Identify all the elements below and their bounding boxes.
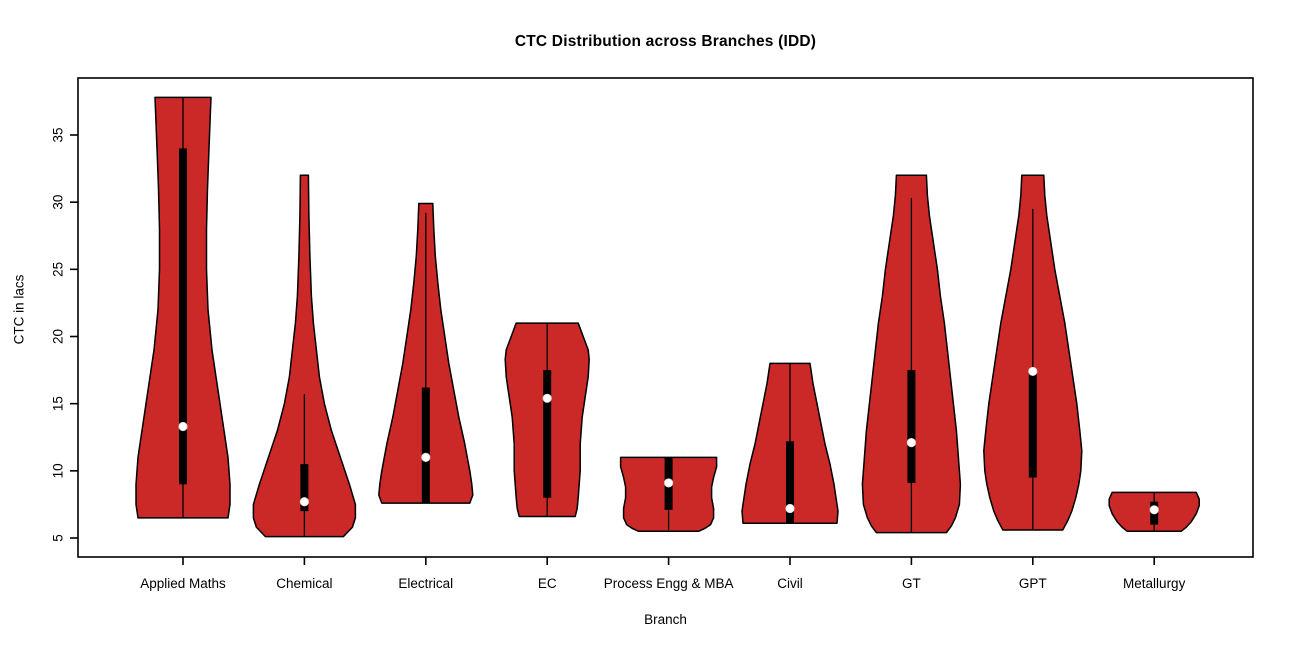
iqr-box-gpt: [1028, 371, 1037, 478]
median-dot-gt: [906, 438, 917, 448]
y-tick-label-15: 15: [51, 396, 66, 411]
median-dot-ec: [542, 393, 552, 403]
iqr-box-ec: [543, 370, 552, 498]
x-tick-label-electrical: Electrical: [398, 576, 453, 591]
y-tick-label-35: 35: [51, 127, 66, 142]
plot-area-border: [77, 77, 1254, 558]
median-dot-process-engg-mba: [663, 478, 674, 488]
median-dot-electrical: [421, 452, 431, 463]
y-axis-title: CTC in lacs: [11, 274, 27, 345]
median-dot-metallurgy: [1149, 505, 1159, 515]
chart-title: CTC Distribution across Branches (IDD): [514, 33, 817, 50]
iqr-box-gt: [907, 370, 916, 483]
x-tick-label-chemical: Chemical: [276, 576, 332, 591]
x-tick-label-ec: EC: [538, 576, 557, 591]
y-tick-label-30: 30: [51, 195, 66, 210]
violin-shape-chemical: [252, 174, 357, 538]
median-dot-applied-maths: [178, 421, 188, 432]
x-tick-label-process-engg-mba: Process Engg & MBA: [604, 576, 734, 591]
iqr-box-chemical: [300, 464, 309, 512]
x-tick-label-applied-maths: Applied Maths: [140, 576, 226, 591]
y-tick-label-5: 5: [51, 534, 66, 542]
x-tick-label-gt: GT: [902, 576, 921, 591]
y-tick-label-10: 10: [51, 463, 66, 478]
iqr-box-electrical: [421, 387, 430, 504]
x-tick-label-metallurgy: Metallurgy: [1123, 576, 1186, 591]
x-tick-label-gpt: GPT: [1019, 576, 1047, 591]
median-dot-gpt: [1028, 366, 1038, 377]
iqr-box-applied-maths: [179, 148, 187, 485]
iqr-box-civil: [786, 441, 794, 524]
x-axis-title: Branch: [644, 612, 687, 627]
median-dot-chemical: [299, 497, 309, 507]
x-tick-label-civil: Civil: [777, 576, 803, 591]
y-tick-label-25: 25: [51, 262, 66, 277]
y-tick-label-20: 20: [51, 329, 66, 344]
median-dot-civil: [785, 503, 795, 514]
